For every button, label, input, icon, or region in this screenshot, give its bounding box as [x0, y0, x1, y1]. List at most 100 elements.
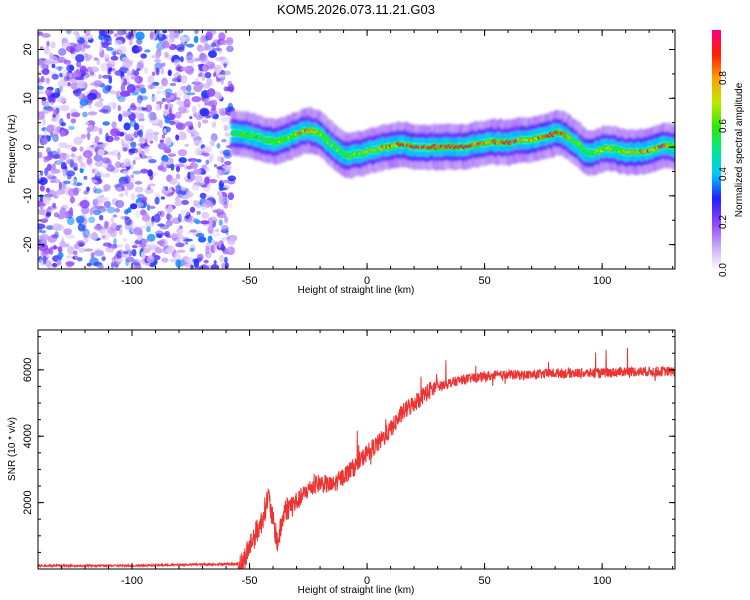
noise-blob	[59, 207, 66, 216]
noise-blob	[174, 111, 182, 119]
noise-blob	[216, 93, 223, 100]
noise-blob	[129, 104, 137, 111]
noise-blob	[123, 122, 131, 131]
noise-blob	[175, 185, 182, 189]
noise-blob	[140, 225, 147, 229]
noise-blob	[38, 111, 45, 120]
colorbar-cell	[712, 248, 721, 251]
noise-blob	[224, 256, 228, 264]
colorbar-cell	[712, 146, 721, 149]
noise-blob	[87, 131, 91, 141]
noise-blob	[162, 40, 170, 49]
noise-blob	[73, 243, 80, 250]
colorbar-cell	[712, 128, 721, 131]
noise-blob	[175, 44, 185, 51]
noise-blob	[103, 200, 111, 208]
noise-blob	[145, 132, 154, 142]
noise-blob	[84, 30, 91, 37]
noise-blob	[67, 246, 75, 255]
noise-blob	[142, 196, 147, 202]
noise-blob	[60, 236, 65, 246]
noise-blob	[133, 262, 141, 266]
noise-blob	[82, 228, 90, 238]
noise-blob	[162, 30, 167, 34]
noise-blob	[144, 49, 151, 53]
colorbar-cell	[712, 120, 721, 123]
noise-blob	[57, 246, 63, 254]
noise-blob	[93, 57, 99, 61]
noise-blob	[130, 141, 137, 149]
noise-blob	[211, 110, 218, 116]
noise-blob	[196, 159, 202, 163]
noise-blob	[126, 181, 134, 191]
noise-blob	[203, 42, 209, 51]
noise-blob	[40, 256, 49, 261]
noise-blob	[184, 238, 193, 242]
noise-blob	[58, 181, 63, 190]
colorbar-cell	[712, 50, 721, 53]
noise-blob	[193, 35, 199, 44]
noise-blob	[180, 85, 188, 91]
noise-blob	[123, 111, 132, 116]
noise-blob	[41, 63, 49, 70]
colorbar-cell	[712, 258, 721, 261]
noise-blob	[79, 162, 87, 169]
noise-blob	[69, 196, 75, 204]
noise-blob	[134, 186, 144, 193]
noise-blob	[45, 187, 51, 193]
noise-blob	[65, 234, 76, 239]
noise-blob	[69, 78, 79, 83]
noise-blob	[201, 95, 206, 102]
noise-blob	[101, 41, 109, 49]
noise-blob	[73, 43, 83, 53]
noise-blob	[40, 230, 47, 234]
noise-blob	[176, 100, 186, 106]
noise-blob	[136, 193, 145, 199]
noise-blob	[155, 233, 162, 238]
noise-blob	[218, 219, 223, 227]
noise-blob	[103, 54, 110, 59]
noise-blob	[207, 225, 214, 234]
noise-blob	[167, 205, 174, 214]
noise-blob	[84, 121, 90, 126]
colorbar-cell	[712, 44, 721, 47]
noise-blob	[88, 104, 92, 109]
noise-blob	[187, 172, 191, 180]
colorbar-cell	[712, 172, 721, 175]
noise-blob	[159, 239, 166, 247]
noise-blob	[222, 165, 227, 169]
snr-chart: -100 -50 0 50 100 2000 4000 6000 Height of stra…	[7, 329, 676, 596]
noise-blob	[69, 72, 73, 79]
noise-blob	[129, 39, 133, 46]
noise-blob	[184, 121, 194, 127]
noise-blob	[221, 236, 227, 241]
noise-blob	[50, 60, 59, 64]
colorbar-gradient	[712, 30, 721, 271]
noise-blob	[102, 86, 111, 94]
noise-blob	[123, 78, 128, 86]
colorbar-cell	[712, 34, 721, 37]
noise-blob	[131, 91, 139, 96]
snr-frame	[37, 329, 676, 570]
colorbar-cell	[712, 180, 721, 183]
noise-blob	[57, 159, 61, 165]
colorbar-cell	[712, 42, 721, 45]
noise-blob	[110, 217, 115, 224]
colorbar-cell	[712, 134, 721, 137]
noise-blob	[137, 146, 142, 154]
noise-blob	[126, 84, 136, 93]
noise-blob	[84, 248, 94, 252]
noise-blob	[78, 39, 88, 46]
noise-blob	[175, 259, 181, 268]
noise-blob	[206, 30, 217, 36]
noise-blob	[195, 219, 201, 225]
colorbar-cell	[712, 262, 721, 265]
noise-blob	[57, 56, 66, 63]
noise-blob	[110, 222, 118, 231]
noise-blob	[86, 186, 90, 192]
noise-blob	[178, 157, 187, 164]
colorbar-cell	[712, 256, 721, 259]
noise-blob	[69, 207, 73, 215]
noise-blob	[157, 37, 165, 41]
noise-blob	[102, 121, 110, 126]
